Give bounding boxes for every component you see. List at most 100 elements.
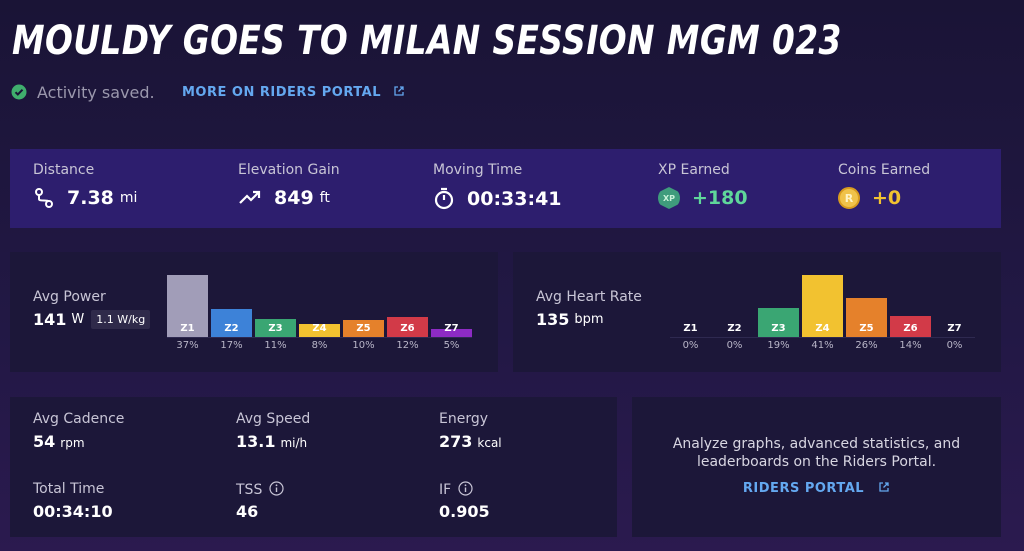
detail-label: IF (439, 481, 473, 498)
detail-row: 54 rpm (33, 432, 85, 451)
zone-percent: 5% (443, 340, 460, 351)
zone-bar (431, 328, 472, 337)
zone-bar (387, 316, 428, 337)
detail-value: 54 (33, 432, 56, 451)
info-icon (458, 481, 473, 496)
zone-percent: 0% (726, 340, 743, 351)
zone-name: Z5 (356, 323, 371, 334)
portal-text: Analyze graphs, advanced statistics, and… (672, 436, 961, 470)
detail-row: 00:34:10 (33, 502, 113, 521)
detail-label-text: Energy (439, 411, 489, 427)
summary-panel: Distance 7.38 mi Elevation Gain 849 ft Moving … (10, 149, 1001, 228)
detail-label: TSS (236, 481, 284, 498)
detail-row: 13.1 mi/h (236, 432, 307, 451)
detail-label: Avg Speed (236, 411, 310, 427)
zone-percent: 11% (264, 340, 287, 351)
detail-label-text: IF (439, 482, 452, 498)
zone-name: Z1 (683, 323, 698, 334)
metric-label: Avg Power (33, 289, 106, 305)
stat-value: +180 (692, 187, 748, 209)
zone-name: Z6 (903, 323, 918, 334)
detail-value: 273 (439, 432, 473, 451)
zone-bar (299, 323, 340, 337)
stat-label: Distance (33, 162, 95, 178)
stat-value: 849 (274, 187, 314, 209)
stat-value: +0 (872, 187, 902, 209)
zone-name: Z2 (727, 323, 742, 334)
zone-bar (890, 315, 931, 337)
detail-label-text: Total Time (33, 481, 105, 497)
stat-row: 00:33:41 (433, 187, 562, 211)
stat-label: Elevation Gain (238, 162, 340, 178)
detail-value: 0.905 (439, 502, 490, 521)
detail-unit: kcal (477, 436, 502, 450)
coin-badge: R (838, 187, 860, 209)
detail-unit: mi/h (280, 436, 308, 450)
detail-row: 273 kcal (439, 432, 502, 451)
portal-link-text[interactable]: MORE ON RIDERS PORTAL (182, 85, 381, 100)
zone-percent: 37% (176, 340, 199, 351)
zone-percent: 19% (767, 340, 790, 351)
detail-value: 00:34:10 (33, 502, 113, 521)
stat-unit: mi (119, 190, 138, 206)
zone-name: Z2 (224, 323, 239, 334)
activity-title: MOULDY GOES TO MILAN SESSION MGM 023 (12, 18, 842, 64)
timer-icon (434, 187, 454, 210)
detail-value: 46 (236, 502, 259, 521)
zone-bar (846, 297, 887, 337)
stat-label: XP Earned (658, 162, 730, 178)
per-kg: 1.1 W/kg (91, 310, 151, 329)
zone-percent: 41% (811, 340, 834, 351)
check-icon (11, 84, 27, 100)
details-panel: Avg Cadence 54 rpm Avg Speed 13.1 mi/h Energy 2… (10, 397, 617, 537)
external-icon (394, 86, 404, 96)
zone-percent: 17% (220, 340, 243, 351)
stat-value: 7.38 (67, 187, 114, 209)
zone-name: Z4 (815, 323, 830, 334)
metric-value: 141 (33, 310, 67, 329)
detail-label-text: Avg Cadence (33, 411, 125, 427)
detail-unit: rpm (60, 436, 85, 450)
metric-row: 135 bpm (536, 310, 604, 329)
detail-value: 13.1 (236, 432, 276, 451)
zone-percent: 8% (311, 340, 328, 351)
metric-value: 135 (536, 310, 570, 329)
stat-label: Coins Earned (838, 162, 931, 178)
stat-row: R +0 (838, 187, 901, 209)
stat-row: 7.38 mi (33, 187, 137, 209)
detail-row: 46 (236, 502, 258, 521)
zone-percent: 10% (352, 340, 375, 351)
portal-button-text[interactable]: RIDERS PORTAL (742, 481, 865, 496)
detail-label: Energy (439, 411, 488, 427)
xp-badge: XP (658, 187, 680, 209)
zone-percent: 0% (946, 340, 963, 351)
route-icon (35, 188, 53, 208)
zone-name: Z4 (312, 323, 327, 334)
detail-label-text: Avg Speed (236, 411, 311, 427)
zone-bar (343, 320, 384, 337)
zone-bar (255, 318, 296, 337)
zone-name: Z5 (859, 323, 874, 334)
zone-name: Z1 (180, 323, 195, 334)
zone-name: Z3 (771, 323, 786, 334)
portal-link[interactable]: MORE ON RIDERS PORTAL (182, 85, 405, 100)
metric-row: 141 W 1.1 W/kg (33, 310, 151, 329)
zone-bar (211, 308, 252, 337)
heart-rate-panel: Avg Heart Rate 135 bpm Z1 0% Z2 0% Z3 19% Z4 41% Z5… (513, 252, 1001, 372)
zone-bar (802, 275, 843, 337)
elevation-icon (239, 190, 261, 204)
zone-percent: 0% (682, 340, 699, 351)
zone-percent: 26% (855, 340, 878, 351)
status-text: Activity saved. (37, 83, 155, 102)
stat-unit: ft (319, 190, 330, 206)
stat-row: 849 ft (238, 187, 330, 209)
stat-label: Moving Time (433, 162, 523, 178)
portal-panel: Analyze graphs, advanced statistics, and… (632, 397, 1001, 537)
detail-label: Avg Cadence (33, 411, 124, 427)
metric-unit: bpm (574, 312, 604, 327)
metric-label: Avg Heart Rate (536, 289, 642, 305)
zone-name: Z7 (444, 323, 459, 334)
zone-name: Z6 (400, 323, 415, 334)
portal-button[interactable]: RIDERS PORTAL (632, 481, 1001, 496)
